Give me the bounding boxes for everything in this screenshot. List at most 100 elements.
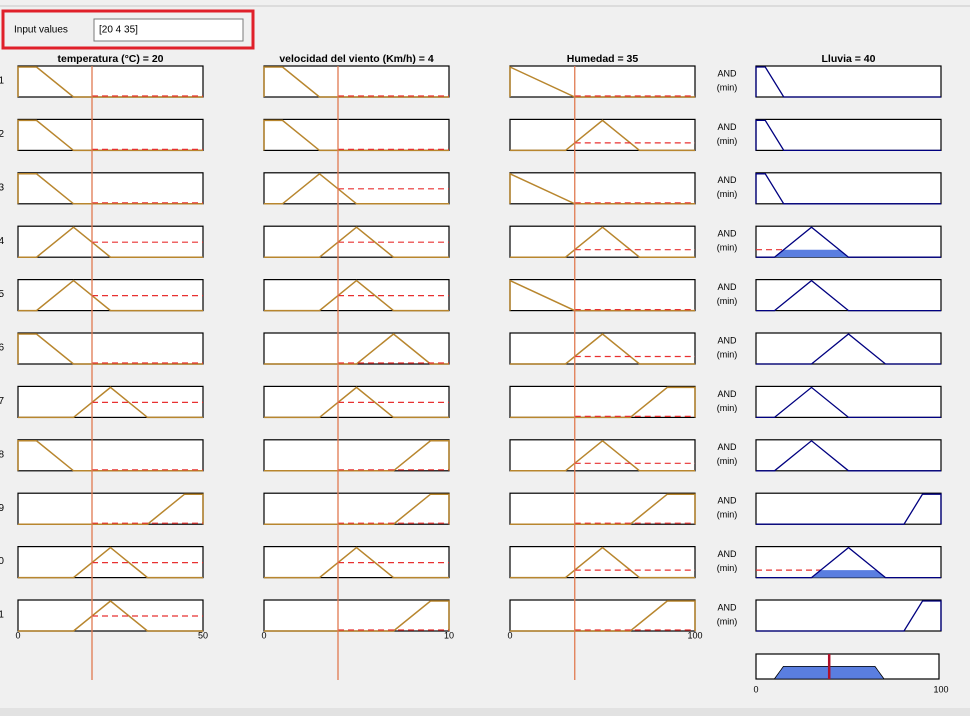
- connector: AND: [717, 68, 737, 78]
- membership-function: [755, 119, 941, 152]
- membership-function: [18, 546, 203, 579]
- membership-function: [264, 333, 449, 365]
- plot-box: [509, 172, 696, 205]
- input-field[interactable]: [93, 18, 244, 42]
- membership-function: [756, 439, 941, 472]
- plot-box: [755, 172, 942, 205]
- plot-box: [17, 439, 204, 472]
- column-header: Humedad = 35: [567, 53, 639, 65]
- rule-number: 2: [0, 129, 4, 140]
- x-tick-label: 0: [15, 630, 20, 640]
- rule-number: 1: [0, 76, 4, 87]
- membership-function: [264, 226, 449, 258]
- x-tick-label: 0: [261, 630, 266, 640]
- membership-function: [18, 600, 203, 632]
- connector: AND: [717, 282, 737, 292]
- rule-number: 5: [0, 289, 4, 300]
- membership-function: [264, 546, 449, 579]
- plot-box: [509, 332, 696, 365]
- membership-function: [264, 279, 449, 312]
- plot-box: [755, 599, 942, 632]
- method: (min): [717, 456, 738, 466]
- membership-function: [755, 66, 941, 98]
- membership-function: [756, 226, 941, 258]
- connector: AND: [717, 602, 737, 612]
- membership-function: [264, 386, 449, 419]
- rule-number: 7: [0, 396, 4, 407]
- membership-function: [18, 493, 204, 525]
- plot-box: [263, 65, 450, 98]
- x-tick-label: 10: [444, 630, 454, 640]
- membership-function: [509, 65, 695, 98]
- connector: AND: [717, 442, 737, 452]
- method: (min): [717, 189, 738, 199]
- membership-function: [18, 386, 203, 419]
- membership-function: [263, 66, 449, 98]
- membership-function: [756, 386, 941, 419]
- membership-function: [510, 333, 695, 365]
- membership-function: [17, 440, 203, 472]
- membership-function: [510, 546, 695, 579]
- plot-box: [755, 279, 942, 312]
- connector: AND: [717, 175, 737, 185]
- membership-function: [510, 439, 695, 472]
- plot-box: [509, 225, 696, 258]
- plot-box: [755, 385, 942, 418]
- plot-box: [509, 599, 696, 632]
- plot-box: [263, 599, 450, 632]
- method: (min): [717, 510, 738, 520]
- plot-box: [509, 439, 696, 472]
- membership-function: [756, 279, 941, 312]
- column-header: Lluvia = 40: [822, 53, 876, 65]
- membership-function: [17, 173, 203, 205]
- plot-box: [509, 492, 696, 525]
- plot-box: [17, 65, 204, 98]
- plot-box: [17, 332, 204, 365]
- plot-box: [755, 65, 942, 98]
- plot-box: [755, 118, 942, 152]
- method: (min): [717, 616, 738, 626]
- membership-function: [510, 226, 695, 258]
- fired-area: [774, 249, 849, 258]
- plot-box: [755, 439, 942, 472]
- membership-function: [18, 279, 203, 312]
- x-tick-label: 50: [198, 630, 208, 640]
- plot-box: [17, 172, 204, 205]
- membership-function: [263, 119, 449, 152]
- rule-number: 9: [0, 503, 4, 514]
- method: (min): [717, 349, 738, 359]
- membership-function: [17, 119, 203, 152]
- plot-box: [17, 118, 204, 152]
- x-tick-label: 0: [507, 630, 512, 640]
- rule-number: 6: [0, 343, 4, 354]
- plot-box: [755, 492, 942, 525]
- membership-function: [756, 333, 941, 365]
- membership-function: [18, 226, 203, 258]
- membership-function: [510, 493, 696, 525]
- method: (min): [717, 563, 738, 573]
- plot-box: [17, 492, 204, 525]
- connector: AND: [717, 122, 737, 132]
- membership-function: [264, 172, 449, 205]
- plot-box: [263, 439, 450, 472]
- method: (min): [717, 136, 738, 146]
- membership-function: [264, 440, 450, 472]
- connector: AND: [717, 335, 737, 345]
- membership-function: [756, 600, 942, 632]
- membership-function: [510, 600, 696, 632]
- membership-function: [756, 546, 941, 579]
- x-tick-label: 0: [753, 684, 758, 694]
- plot-box: [509, 118, 696, 152]
- membership-function: [17, 66, 203, 98]
- x-tick-label: 100: [687, 630, 702, 640]
- connector: AND: [717, 496, 737, 506]
- membership-function: [509, 172, 695, 205]
- column-header: velocidad del viento (Km/h) = 4: [279, 53, 433, 65]
- method: (min): [717, 82, 738, 92]
- membership-function: [510, 119, 695, 152]
- plot-box: [263, 492, 450, 525]
- plot-box: [263, 118, 450, 152]
- column-header: temperatura (°C) = 20: [57, 53, 163, 65]
- input-label: Input values: [14, 25, 68, 36]
